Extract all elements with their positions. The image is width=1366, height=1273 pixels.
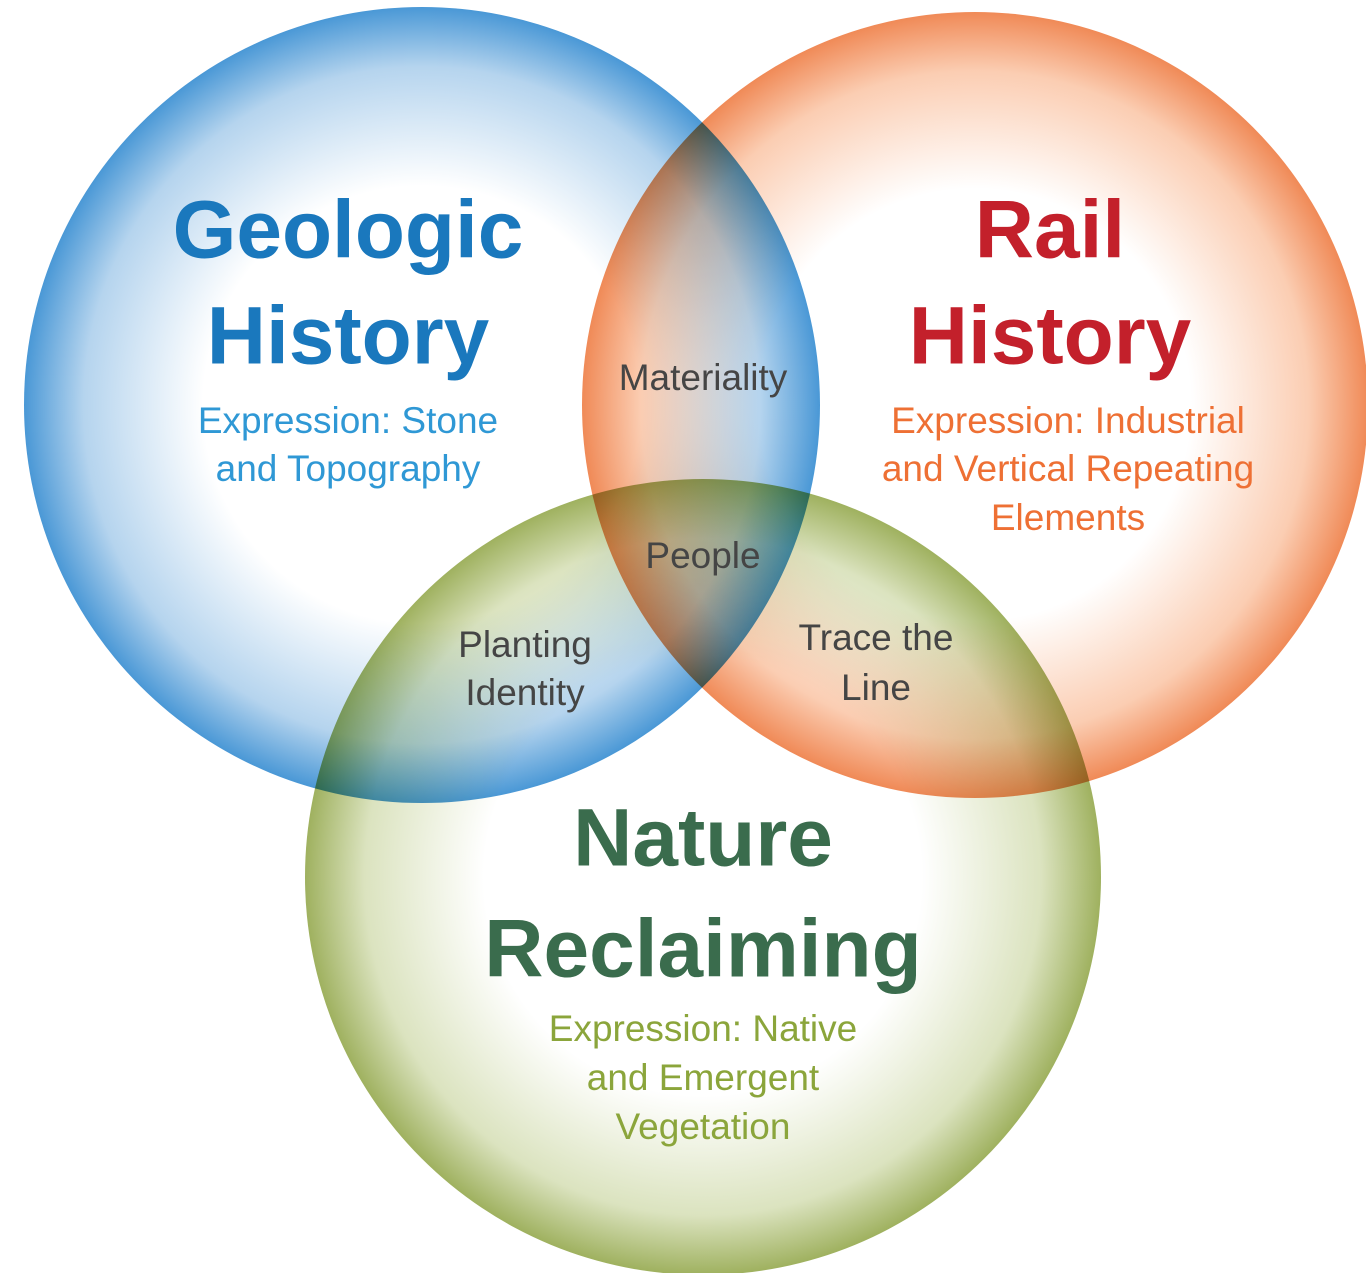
- expression: Expression: Stone: [198, 400, 498, 441]
- title: Geologic: [173, 185, 524, 276]
- expression: and Vertical Repeating: [882, 448, 1254, 489]
- overlap-label: Materiality: [619, 357, 788, 398]
- expression: and Emergent: [587, 1057, 820, 1098]
- title: Reclaiming: [484, 904, 921, 995]
- expression: and Topography: [216, 448, 481, 489]
- title: Nature: [573, 793, 833, 884]
- overlap-label: Line: [841, 667, 911, 708]
- overlap-label: Trace the: [799, 617, 954, 658]
- title: History: [207, 291, 490, 382]
- expression: Expression: Native: [549, 1008, 857, 1049]
- overlap-label: Identity: [465, 672, 585, 713]
- circle-nature: [305, 479, 1101, 1273]
- overlap-label: People: [645, 535, 760, 576]
- overlap-label: Planting: [458, 624, 592, 665]
- expression: Elements: [991, 497, 1145, 538]
- title: Rail: [975, 185, 1125, 276]
- expression: Vegetation: [616, 1106, 791, 1147]
- title: History: [909, 291, 1192, 382]
- expression: Expression: Industrial: [891, 400, 1245, 441]
